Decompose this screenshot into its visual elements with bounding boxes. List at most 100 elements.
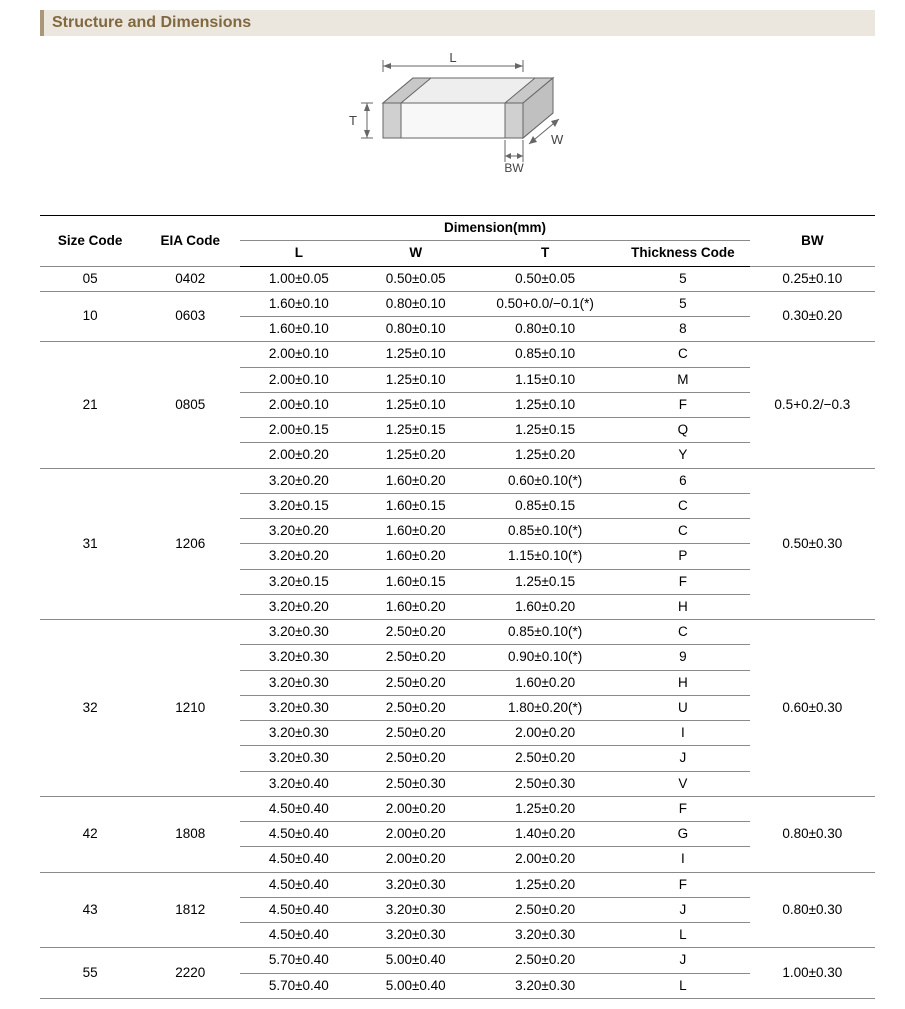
cell-W: 2.00±0.20 <box>357 796 474 821</box>
cell-thick: J <box>616 948 750 973</box>
cell-T: 1.15±0.10 <box>474 367 616 392</box>
section-title: Structure and Dimensions <box>40 10 875 36</box>
table-row: 0504021.00±0.050.50±0.050.50±0.0550.25±0… <box>40 266 875 291</box>
col-bw: BW <box>750 216 875 267</box>
cell-eia: 1210 <box>140 620 240 797</box>
cell-T: 1.25±0.20 <box>474 796 616 821</box>
col-eia: EIA Code <box>140 216 240 267</box>
cell-thick: F <box>616 796 750 821</box>
cell-L: 3.20±0.20 <box>240 468 357 493</box>
cell-T: 1.60±0.20 <box>474 670 616 695</box>
cell-thick: C <box>616 620 750 645</box>
cell-T: 0.90±0.10(*) <box>474 645 616 670</box>
cell-W: 2.50±0.20 <box>357 670 474 695</box>
cell-L: 3.20±0.15 <box>240 493 357 518</box>
cell-thick: H <box>616 670 750 695</box>
cell-L: 3.20±0.30 <box>240 695 357 720</box>
cell-L: 4.50±0.40 <box>240 796 357 821</box>
component-diagram-wrap: L T W BW <box>0 48 905 201</box>
cell-eia: 2220 <box>140 948 240 999</box>
cell-eia: 1206 <box>140 468 240 620</box>
cell-T: 0.50+0.0/−0.1(*) <box>474 291 616 316</box>
cell-bw: 0.25±0.10 <box>750 266 875 291</box>
cell-W: 1.25±0.10 <box>357 342 474 367</box>
cell-T: 0.60±0.10(*) <box>474 468 616 493</box>
cell-L: 2.00±0.15 <box>240 418 357 443</box>
cell-size: 43 <box>40 872 140 948</box>
cell-bw: 0.30±0.20 <box>750 291 875 342</box>
cell-W: 3.20±0.30 <box>357 897 474 922</box>
cell-T: 1.25±0.15 <box>474 569 616 594</box>
cell-W: 2.50±0.20 <box>357 695 474 720</box>
cell-W: 3.20±0.30 <box>357 872 474 897</box>
table-row: 4318124.50±0.403.20±0.301.25±0.20F0.80±0… <box>40 872 875 897</box>
cell-thick: F <box>616 392 750 417</box>
cell-thick: 6 <box>616 468 750 493</box>
cell-bw: 0.80±0.30 <box>750 796 875 872</box>
table-row: 3112063.20±0.201.60±0.200.60±0.10(*)60.5… <box>40 468 875 493</box>
cell-T: 2.50±0.30 <box>474 771 616 796</box>
cell-thick: U <box>616 695 750 720</box>
cell-thick: J <box>616 897 750 922</box>
cell-L: 2.00±0.10 <box>240 392 357 417</box>
cell-L: 1.00±0.05 <box>240 266 357 291</box>
table-row: 3212103.20±0.302.50±0.200.85±0.10(*)C0.6… <box>40 620 875 645</box>
cell-W: 2.50±0.20 <box>357 721 474 746</box>
cell-T: 0.85±0.10 <box>474 342 616 367</box>
cell-thick: H <box>616 594 750 619</box>
cell-T: 1.80±0.20(*) <box>474 695 616 720</box>
cell-W: 2.50±0.20 <box>357 746 474 771</box>
cell-W: 3.20±0.30 <box>357 923 474 948</box>
cell-T: 3.20±0.30 <box>474 923 616 948</box>
cell-thick: 5 <box>616 266 750 291</box>
cell-T: 2.50±0.20 <box>474 897 616 922</box>
cell-size: 32 <box>40 620 140 797</box>
cell-L: 2.00±0.10 <box>240 342 357 367</box>
col-W: W <box>357 241 474 266</box>
cell-L: 5.70±0.40 <box>240 948 357 973</box>
cell-thick: F <box>616 872 750 897</box>
cell-L: 3.20±0.15 <box>240 569 357 594</box>
cell-thick: 5 <box>616 291 750 316</box>
cell-W: 0.50±0.05 <box>357 266 474 291</box>
cell-W: 5.00±0.40 <box>357 948 474 973</box>
cell-L: 3.20±0.30 <box>240 721 357 746</box>
col-thick: Thickness Code <box>616 241 750 266</box>
cell-W: 1.25±0.10 <box>357 367 474 392</box>
cell-W: 2.00±0.20 <box>357 847 474 872</box>
cell-thick: C <box>616 342 750 367</box>
cell-L: 4.50±0.40 <box>240 847 357 872</box>
cell-L: 3.20±0.30 <box>240 746 357 771</box>
cell-L: 2.00±0.10 <box>240 367 357 392</box>
cell-T: 1.25±0.15 <box>474 418 616 443</box>
cell-W: 1.60±0.15 <box>357 569 474 594</box>
cell-eia: 0402 <box>140 266 240 291</box>
cell-size: 42 <box>40 796 140 872</box>
col-dim: Dimension(mm) <box>240 216 749 241</box>
cell-bw: 0.5+0.2/−0.3 <box>750 342 875 468</box>
cell-T: 2.00±0.20 <box>474 721 616 746</box>
cell-L: 3.20±0.40 <box>240 771 357 796</box>
cell-L: 4.50±0.40 <box>240 923 357 948</box>
dim-label-BW: BW <box>504 161 524 175</box>
cell-size: 05 <box>40 266 140 291</box>
cell-thick: M <box>616 367 750 392</box>
cell-W: 0.80±0.10 <box>357 317 474 342</box>
cell-thick: F <box>616 569 750 594</box>
cell-W: 5.00±0.40 <box>357 973 474 998</box>
cell-size: 21 <box>40 342 140 468</box>
cell-thick: L <box>616 923 750 948</box>
cell-bw: 0.80±0.30 <box>750 872 875 948</box>
cell-T: 0.80±0.10 <box>474 317 616 342</box>
cell-thick: P <box>616 544 750 569</box>
cell-W: 1.60±0.15 <box>357 493 474 518</box>
cell-bw: 0.50±0.30 <box>750 468 875 620</box>
cell-T: 0.85±0.10(*) <box>474 519 616 544</box>
cell-size: 55 <box>40 948 140 999</box>
cell-W: 1.25±0.20 <box>357 443 474 468</box>
cell-W: 1.60±0.20 <box>357 544 474 569</box>
cell-T: 1.25±0.20 <box>474 443 616 468</box>
cell-L: 2.00±0.20 <box>240 443 357 468</box>
cell-eia: 1808 <box>140 796 240 872</box>
cell-L: 4.50±0.40 <box>240 822 357 847</box>
